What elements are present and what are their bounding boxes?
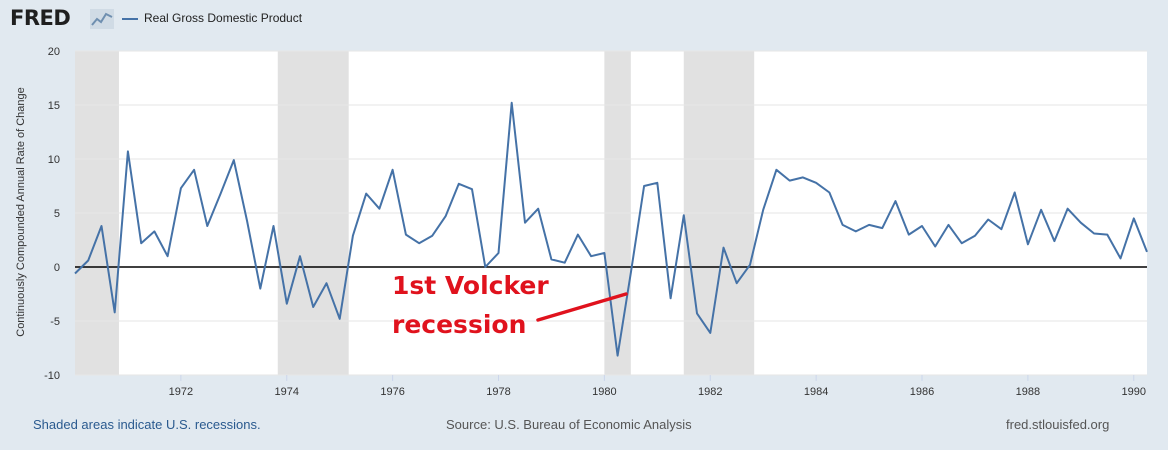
legend-swatch	[122, 17, 138, 20]
y-axis-label: Continuously Compounded Annual Rate of C…	[15, 87, 27, 337]
fred-logo[interactable]: FRED	[10, 6, 71, 30]
x-tick-label: 1986	[910, 386, 934, 398]
x-tick-label: 1978	[486, 386, 510, 398]
plot-area: -10 -5 0 5 10 15 20 1972 1974 1976 1978 1980 1982 198…	[44, 46, 1148, 398]
y-tick-label: -5	[50, 316, 60, 328]
series-line	[74, 101, 1148, 357]
annotation-arrow	[536, 292, 628, 322]
recession-note[interactable]: Shaded areas indicate U.S. recessions.	[33, 417, 261, 432]
annotation: 1st Volcker recession	[392, 271, 628, 339]
y-tick-label: -10	[44, 370, 60, 382]
x-tick-label: 1988	[1016, 386, 1040, 398]
site-link[interactable]: fred.stlouisfed.org	[1006, 417, 1110, 432]
annotation-line-1: 1st Volcker	[392, 271, 549, 300]
y-tick-label: 15	[48, 100, 60, 112]
x-tick-label: 1990	[1122, 386, 1146, 398]
x-tick-label: 1974	[275, 386, 299, 398]
source-text: Source: U.S. Bureau of Economic Analysis	[446, 417, 692, 432]
y-tick-label: 0	[54, 262, 60, 274]
line-chart-icon	[90, 9, 114, 34]
header: FRED Real Gross Domestic Product	[0, 0, 1168, 40]
y-tick-label: 5	[54, 208, 60, 220]
x-tick-label: 1982	[698, 386, 722, 398]
legend-label: Real Gross Domestic Product	[144, 11, 303, 25]
y-tick-label: 20	[48, 46, 60, 58]
legend: Real Gross Domestic Product	[122, 11, 302, 25]
y-tick-label: 10	[48, 154, 60, 166]
x-tick-label: 1976	[380, 386, 404, 398]
x-tick-label: 1984	[804, 386, 828, 398]
x-tick-label: 1972	[169, 386, 193, 398]
chart: Continuously Compounded Annual Rate of C…	[15, 46, 1148, 398]
x-tick-label: 1980	[592, 386, 616, 398]
annotation-line-2: recession	[392, 310, 526, 339]
